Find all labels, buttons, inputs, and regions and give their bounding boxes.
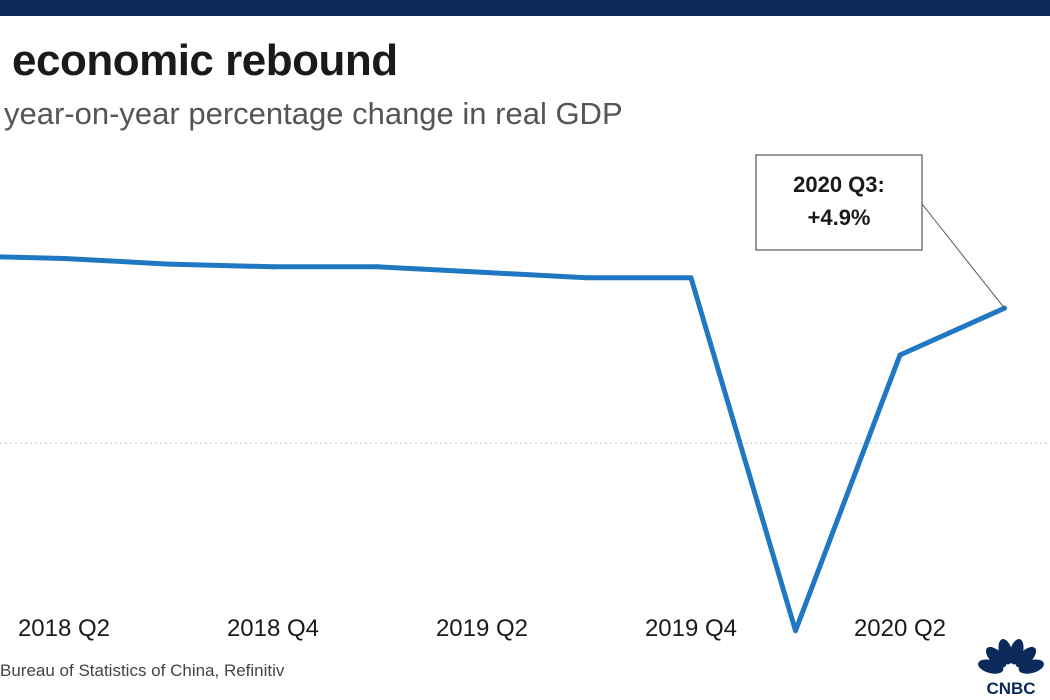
x-tick-label: 2018 Q2: [18, 615, 110, 642]
x-tick-label: 2018 Q4: [227, 615, 319, 642]
logo-feather: [998, 639, 1013, 665]
logo-feather: [985, 646, 1007, 668]
logo-wordmark: CNBC: [986, 679, 1035, 696]
source-note: Bureau of Statistics of China, Refinitiv: [0, 661, 285, 680]
data-point: [375, 264, 380, 270]
series-line: [0, 254, 1007, 634]
data-point: [479, 269, 485, 275]
logo-feather: [1018, 659, 1044, 674]
data-point: [270, 264, 276, 270]
callout-label: 2020 Q3:: [793, 172, 885, 197]
chart-title: economic rebound: [12, 36, 398, 85]
callout-value: +4.9%: [808, 205, 871, 230]
data-point: [61, 256, 67, 262]
data-point: [688, 275, 694, 281]
top-bar: [0, 0, 1050, 16]
data-point: [584, 275, 589, 281]
cnbc-logo: CNBC: [978, 639, 1044, 696]
data-point: [793, 628, 798, 634]
peacock-icon: [978, 639, 1044, 674]
logo-feather: [1015, 646, 1037, 668]
chart-subtitle: year-on-year percentage change in real G…: [4, 96, 623, 131]
x-tick-label: 2019 Q4: [645, 615, 737, 642]
x-tick-label: 2020 Q2: [854, 615, 946, 642]
gdp-line-chart: 2018 Q2 2018 Q4 2019 Q2 2019 Q4 2020 Q2 2020 …: [0, 154, 1050, 642]
annotation-callout: [755, 154, 923, 251]
x-tick-label: 2019 Q2: [436, 615, 528, 642]
callout-leader-line: [921, 203, 1005, 309]
data-point: [897, 352, 903, 358]
data-point: [166, 261, 171, 267]
